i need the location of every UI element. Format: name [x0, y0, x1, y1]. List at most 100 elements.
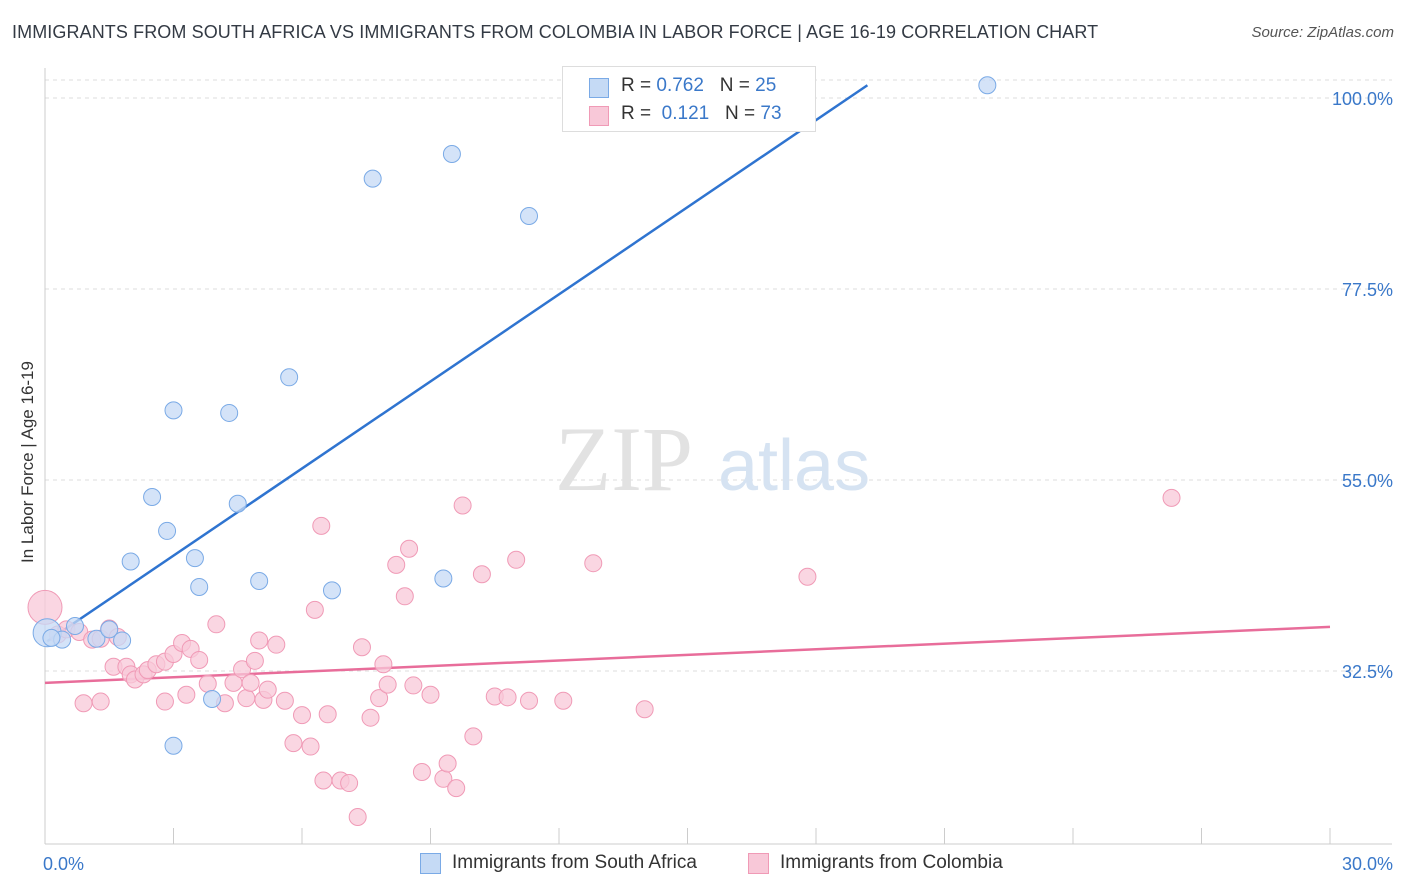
bottom-legend-swatch-south-africa [420, 853, 441, 874]
legend-r-label: R = [621, 75, 657, 96]
legend-swatch-south-africa [589, 78, 609, 98]
y-tick-label: 100.0% [1332, 89, 1393, 109]
point-south-africa [164, 736, 183, 755]
point-south-africa [87, 629, 106, 648]
point-south-africa [185, 549, 204, 568]
point-colombia [237, 689, 256, 708]
point-colombia [387, 555, 406, 574]
data-points [27, 76, 1181, 827]
legend-n-value: 73 [760, 103, 782, 124]
point-colombia [361, 708, 380, 727]
point-colombia [155, 692, 174, 711]
point-colombia [464, 727, 483, 746]
y-axis-label: In Labor Force | Age 16-19 [18, 361, 37, 563]
source-label: Source: ZipAtlas.com [1251, 24, 1394, 41]
point-colombia [554, 691, 573, 710]
point-south-africa [143, 487, 162, 506]
tick-labels: 32.5% 55.0% 77.5% 100.0% 0.0% 30.0% [43, 89, 1393, 874]
point-colombia [305, 600, 324, 619]
x-tick-label: 30.0% [1342, 854, 1393, 874]
point-colombia [207, 615, 226, 634]
point-colombia [318, 705, 337, 724]
point-colombia [198, 674, 217, 693]
point-colombia [507, 550, 526, 569]
point-south-africa [42, 628, 61, 647]
point-south-africa [158, 521, 177, 540]
point-south-africa [164, 401, 183, 420]
point-south-africa [978, 76, 997, 95]
point-colombia [584, 554, 603, 573]
point-south-africa [442, 145, 461, 164]
point-colombia [378, 675, 397, 694]
point-colombia [241, 673, 260, 692]
y-tick-label: 32.5% [1342, 662, 1393, 682]
point-colombia [340, 774, 359, 793]
point-colombia [250, 631, 269, 650]
point-colombia [1162, 488, 1181, 507]
legend-n-value: 25 [755, 75, 777, 96]
point-colombia [498, 688, 517, 707]
trend-line-south-africa [46, 84, 869, 643]
point-colombia [275, 691, 294, 710]
trend-lines [44, 84, 1331, 685]
point-colombia [352, 638, 371, 657]
point-south-africa [190, 577, 209, 596]
point-colombia [635, 700, 654, 719]
bottom-legend-label-south-africa: Immigrants from South Africa [452, 852, 697, 873]
point-colombia [400, 539, 419, 558]
point-south-africa [220, 403, 239, 422]
point-colombia [412, 763, 431, 782]
point-colombia [177, 685, 196, 704]
point-colombia [453, 496, 472, 515]
point-colombia [284, 734, 303, 753]
point-colombia [233, 660, 252, 679]
point-colombia [301, 737, 320, 756]
x-tick-label: 0.0% [43, 854, 84, 874]
chart-title: IMMIGRANTS FROM SOUTH AFRICA VS IMMIGRAN… [12, 22, 1099, 42]
y-tick-label: 77.5% [1342, 280, 1393, 300]
bottom-legend-label-colombia: Immigrants from Colombia [780, 852, 1003, 873]
point-colombia [348, 808, 367, 827]
point-colombia [438, 754, 457, 773]
watermark-zip: ZIP [555, 408, 693, 510]
point-south-africa [363, 169, 382, 188]
watermark-atlas: atlas [718, 426, 870, 506]
point-colombia [245, 651, 264, 670]
point-colombia [370, 689, 389, 708]
point-colombia [404, 676, 423, 695]
legend-r-value: 0.762 [656, 75, 704, 96]
point-south-africa [280, 368, 299, 387]
watermark: ZIP atlas [555, 408, 870, 510]
point-south-africa [434, 569, 453, 588]
point-colombia [798, 567, 817, 586]
point-colombia [374, 655, 393, 674]
point-south-africa [65, 617, 84, 636]
bottom-legend-swatch-colombia [748, 853, 769, 874]
trend-line-colombia [44, 625, 1331, 685]
point-colombia [91, 692, 110, 711]
axes [44, 68, 1392, 845]
point-colombia [74, 694, 93, 713]
point-colombia [314, 771, 333, 790]
point-colombia [293, 706, 311, 725]
point-colombia [312, 516, 331, 535]
point-colombia [190, 650, 209, 669]
point-south-africa [100, 620, 119, 639]
point-south-africa [203, 690, 222, 709]
legend-text-south-africa: R = 0.762 N = 25 [621, 75, 776, 97]
point-south-africa [228, 494, 247, 513]
y-tick-label: 55.0% [1342, 471, 1393, 491]
point-south-africa [113, 631, 132, 650]
point-colombia [258, 680, 277, 699]
legend-n-label: N = [725, 103, 761, 124]
point-south-africa [121, 552, 140, 571]
point-south-africa [250, 572, 269, 591]
point-colombia [447, 779, 466, 798]
legend-r-label: R = [621, 103, 657, 124]
legend-text-colombia: R = 0.121 N = 73 [621, 103, 782, 125]
legend-n-label: N = [719, 75, 756, 96]
legend-r-value: 0.121 [661, 103, 710, 124]
correlation-legend: R = 0.762 N = 25 R = 0.121 N = 73 [562, 66, 816, 132]
point-south-africa [520, 206, 539, 225]
